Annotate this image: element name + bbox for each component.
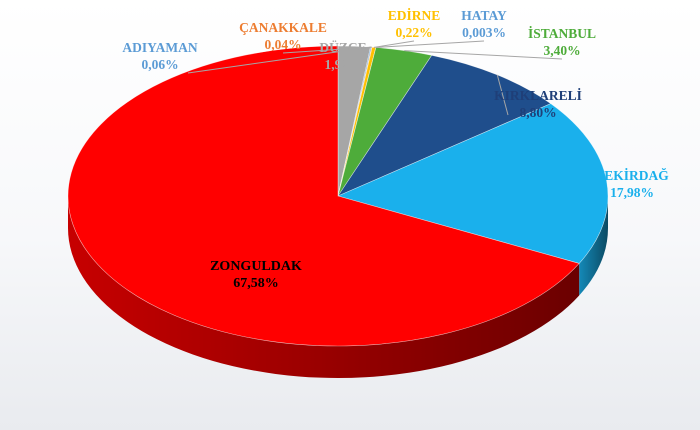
label-zonguldak-name: ZONGULDAK — [210, 259, 302, 274]
label-tekirdag-value: 17,98% — [610, 185, 654, 200]
leader-edirne — [373, 40, 415, 48]
label-adiyaman-value: 0,06% — [141, 57, 178, 72]
leader-adiyaman — [187, 46, 372, 74]
data-labels: ADIYAMAN 0,06% ÇANAKKALE 0,04% DÜZCE 1,92% EDİ… — [122, 8, 669, 291]
label-tekirdag-name: TEKİRDAĞ — [595, 168, 669, 183]
pie-top — [67, 45, 609, 347]
pie-side-walls — [68, 196, 608, 379]
label-hatay-name: HATAY — [461, 8, 507, 23]
pie-slice-tekirdag — [337, 103, 609, 264]
label-duzce-value: 1,92% — [324, 57, 361, 72]
label-canakkale-name: ÇANAKKALE — [239, 20, 327, 35]
label-hatay-value: 0,003% — [462, 25, 506, 40]
pie-wall-zonguldak — [68, 196, 580, 379]
label-canakkale-value: 0,04% — [264, 37, 301, 52]
leader-istanbul — [404, 50, 563, 60]
label-istanbul-value: 3,40% — [543, 43, 580, 58]
leader-kirklareli — [496, 74, 509, 116]
label-zonguldak-value: 67,58% — [233, 276, 279, 291]
label-kirklareli-name: KIRKLARELİ — [494, 88, 582, 103]
label-edirne-name: EDİRNE — [388, 8, 441, 23]
label-istanbul-name: İSTANBUL — [528, 26, 596, 41]
label-kirklareli-value: 8,80% — [519, 105, 556, 120]
leader-canakkale — [282, 46, 372, 54]
leader-hatay — [375, 40, 485, 48]
label-duzce-name: DÜZCE — [319, 40, 366, 55]
leader-lines — [187, 40, 563, 116]
label-edirne-value: 0,22% — [395, 25, 432, 40]
label-adiyaman-name: ADIYAMAN — [122, 40, 198, 55]
pie-wall-tekirdag — [579, 196, 608, 296]
pie-slice-zonguldak — [67, 45, 580, 347]
